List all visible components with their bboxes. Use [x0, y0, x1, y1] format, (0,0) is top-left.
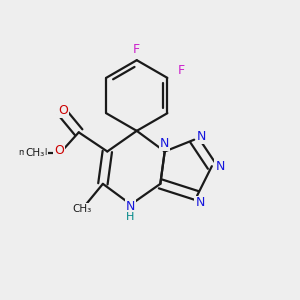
Text: N: N — [195, 196, 205, 209]
Text: methyl: methyl — [18, 148, 48, 158]
Text: CH₃: CH₃ — [73, 204, 92, 214]
Text: N: N — [197, 130, 206, 143]
Text: CH₃: CH₃ — [25, 148, 44, 158]
Text: N: N — [126, 200, 135, 213]
Text: N: N — [215, 160, 225, 173]
Text: N: N — [160, 137, 169, 150]
Text: H: H — [126, 212, 134, 222]
Text: O: O — [58, 104, 68, 117]
Text: F: F — [133, 43, 140, 56]
Text: F: F — [178, 64, 185, 77]
Text: O: O — [54, 144, 64, 157]
Text: O: O — [35, 152, 37, 153]
